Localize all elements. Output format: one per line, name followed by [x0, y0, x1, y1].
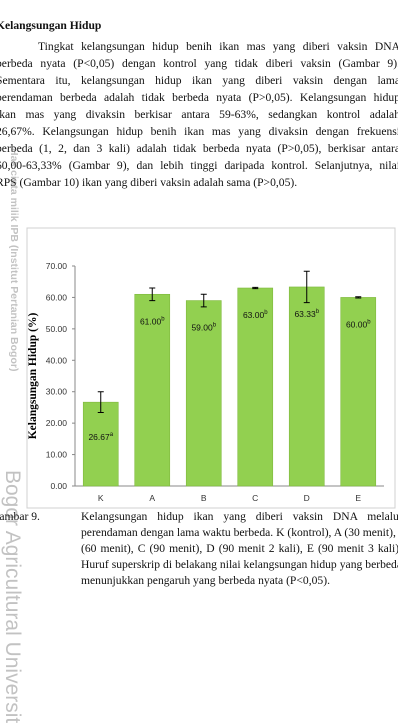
bar	[237, 287, 274, 487]
paragraph-line: 60,00-63,33% (Gambar 9), dan lebih tingg…	[0, 159, 398, 172]
value-label-number: 59.00	[191, 323, 213, 333]
value-label: 26.67a	[88, 432, 113, 442]
x-tick-label: B	[201, 493, 207, 503]
value-label: 59.00b	[191, 323, 216, 333]
value-label-number: 60.00	[346, 319, 368, 329]
bar	[340, 297, 377, 487]
y-tick-label: 20.00	[46, 418, 68, 428]
y-tick-label: 40.00	[46, 355, 68, 365]
value-label-superscript: b	[367, 319, 371, 325]
bar	[82, 401, 119, 487]
paragraph-line: berbeda (1, 2, dan 3 kali) adalah tidak …	[0, 142, 398, 155]
y-tick-label: 70.00	[46, 261, 68, 271]
value-label-number: 61.00	[140, 316, 162, 326]
error-bar	[303, 270, 310, 304]
x-tick-label: D	[304, 493, 310, 503]
value-label-superscript: b	[264, 310, 268, 316]
x-tick-label: A	[149, 493, 155, 503]
caption-line: Huruf superskrip di belakang nilai kelan…	[81, 558, 398, 571]
caption-line: Kelangsungan hidup ikan yang diberi vaks…	[81, 510, 398, 523]
y-tick-label: 10.00	[46, 450, 68, 460]
caption-label: Gambar 9.	[0, 510, 40, 523]
bar	[288, 286, 325, 487]
section-heading: Kelangsungan Hidup	[0, 19, 102, 32]
y-tick-label: 0.00	[50, 481, 67, 491]
y-tick-label: 50.00	[46, 324, 68, 334]
error-bar	[97, 391, 104, 414]
chart: Kelangsungan Hidup (%) 0.00 10.00 20.00 30.…	[26, 227, 396, 509]
value-label-number: 63.00	[243, 310, 265, 320]
x-tick-label: C	[252, 493, 258, 503]
paragraph-line: berbeda nyata (P<0,05) dengan kontrol ya…	[0, 57, 398, 70]
x-tick-label: E	[355, 493, 361, 503]
paragraph-line: ikan mas yang divaksin berkisar antara 5…	[0, 108, 398, 121]
y-axis-label: Kelangsungan Hidup (%)	[27, 313, 39, 440]
value-label-superscript: b	[213, 323, 217, 329]
value-label: 61.00b	[140, 316, 165, 326]
paragraph-line: RPS (Gambar 10) ikan yang diberi vaksin …	[0, 176, 298, 189]
error-bar	[149, 287, 156, 302]
y-tick-label: 30.00	[46, 387, 68, 397]
value-label-superscript: b	[316, 309, 320, 315]
value-label-superscript: b	[161, 316, 165, 322]
paragraph-line: perendaman berbeda adalah tidak berbeda …	[0, 91, 398, 104]
caption-line: perendaman dengan lama waktu berbeda. K …	[81, 526, 398, 539]
paragraph-line: 26,67%. Kelangsungan hidup benih ikan ma…	[0, 125, 398, 138]
value-label-number: 63.33	[294, 309, 316, 319]
x-tick-label: K	[98, 493, 104, 503]
error-bar	[355, 296, 362, 299]
error-bar	[252, 286, 259, 290]
paragraph-line: Tingkat kelangsungan hidup benih ikan ma…	[38, 40, 398, 53]
error-bar	[200, 293, 207, 308]
bar	[134, 293, 171, 487]
value-label: 63.33b	[294, 309, 319, 319]
value-label: 63.00b	[243, 310, 268, 320]
value-label-superscript: a	[110, 432, 114, 438]
caption-line: (60 menit), C (90 menit), D (90 menit 2 …	[81, 542, 398, 555]
value-label-number: 26.67	[88, 432, 110, 442]
paragraph-line: Sementara itu, kelangsungan hidup ikan y…	[0, 74, 398, 87]
caption-line: menunjukkan pengaruh yang berbeda nyata …	[81, 574, 330, 587]
value-label: 60.00b	[346, 319, 371, 329]
y-tick-label: 60.00	[46, 292, 68, 302]
